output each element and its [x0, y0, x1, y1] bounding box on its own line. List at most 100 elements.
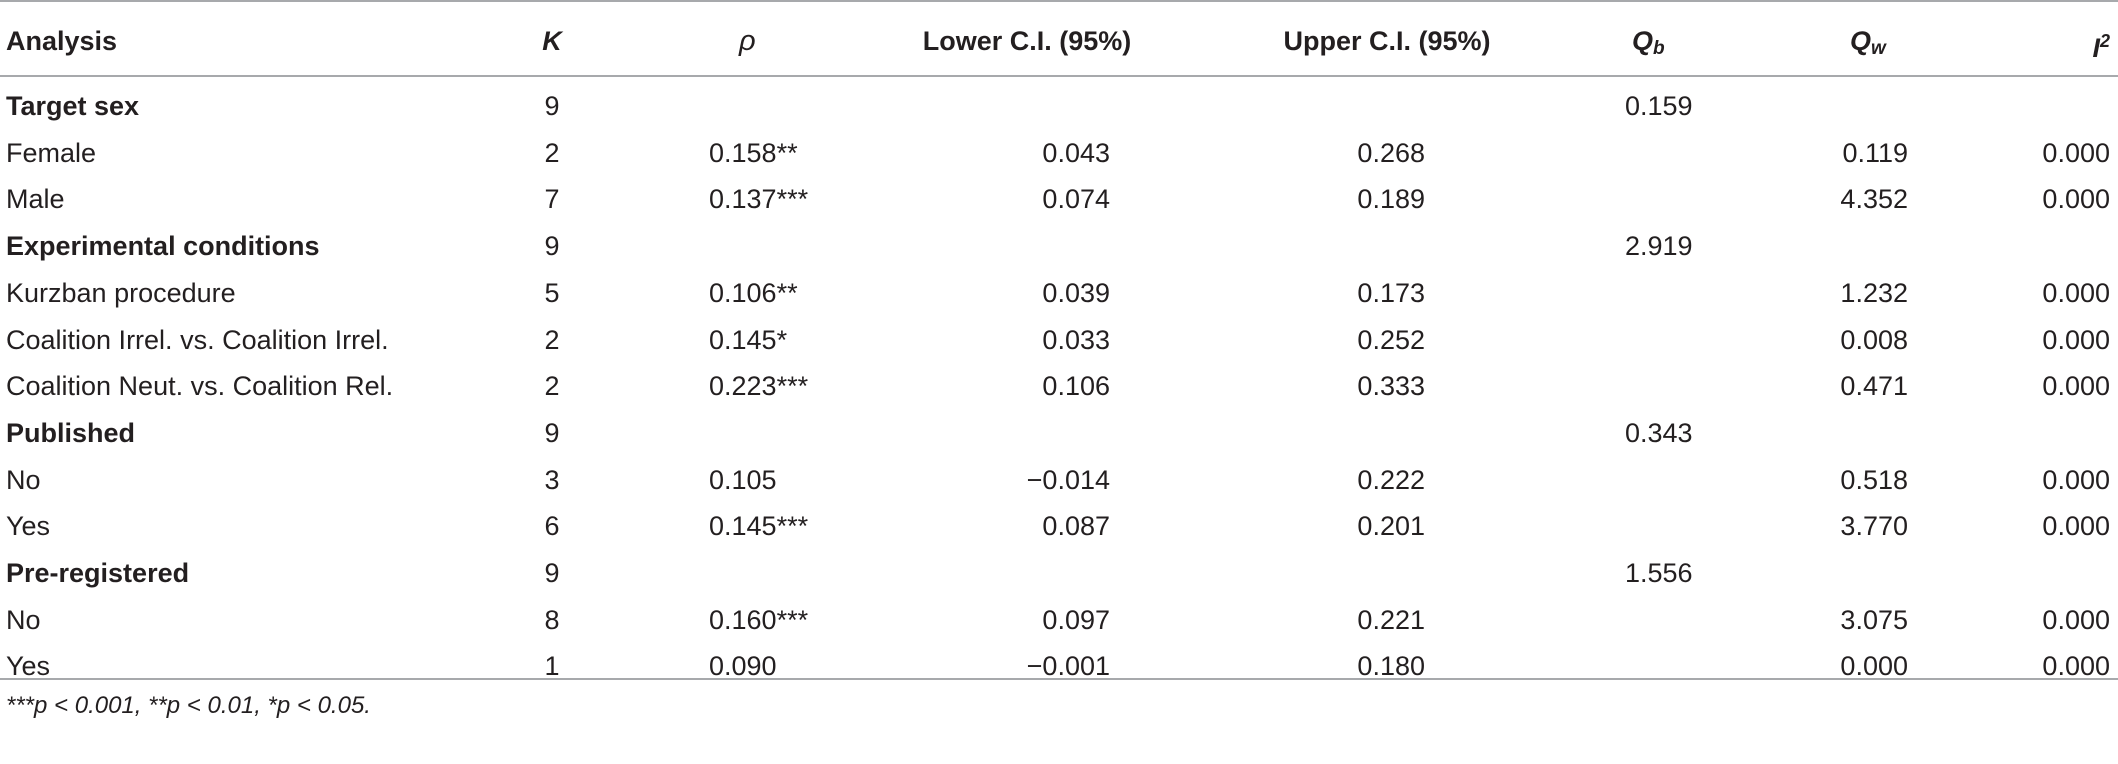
cell-rho: 0.137***	[709, 184, 809, 215]
cell-i2: 0.000	[2042, 511, 2110, 542]
header-qb-sub: b	[1653, 38, 1665, 59]
table-row: Female 2 0.158** 0.043 0.268 0.119 0.000	[0, 130, 2118, 177]
cell-k: 5	[544, 277, 560, 308]
header-i2: I2	[2050, 16, 2110, 73]
cell-i2: 0.000	[2042, 277, 2110, 308]
cell-k: 2	[544, 324, 560, 355]
cell-k: 2	[544, 137, 560, 168]
table-group-row: Pre-registered 9 1.556	[0, 550, 2118, 597]
cell-analysis: No	[6, 464, 41, 495]
table-header-rule	[0, 75, 2118, 77]
header-i2-main: I	[2092, 33, 2100, 63]
cell-qw: 0.518	[1840, 464, 1908, 495]
cell-qb: 0.343	[1625, 417, 1693, 448]
cell-qw: 1.232	[1840, 277, 1908, 308]
header-analysis: Analysis	[6, 26, 118, 56]
table-row: Yes 1 0.090 −0.001 0.180 0.000 0.000	[0, 643, 2118, 690]
cell-k: 9	[544, 231, 560, 262]
cell-rho: 0.145***	[709, 511, 809, 542]
cell-analysis: Coalition Neut. vs. Coalition Rel.	[6, 371, 394, 402]
cell-rho: 0.090	[709, 651, 777, 682]
header-qw-sub: w	[1871, 38, 1886, 59]
cell-k: 3	[544, 464, 560, 495]
cell-analysis: Target sex	[6, 91, 140, 121]
cell-analysis: Kurzban procedure	[6, 277, 236, 308]
cell-lower-ci: 0.043	[1042, 137, 1110, 168]
cell-i2: 0.000	[2042, 371, 2110, 402]
cell-analysis: Coalition Irrel. vs. Coalition Irrel.	[6, 324, 389, 355]
cell-analysis: Experimental conditions	[6, 231, 320, 262]
cell-i2: 0.000	[2042, 651, 2110, 682]
header-qb-main: Q	[1632, 26, 1654, 56]
cell-upper-ci: 0.189	[1357, 184, 1425, 215]
cell-k: 2	[544, 371, 560, 402]
cell-upper-ci: 0.221	[1357, 604, 1425, 635]
table-row: No 8 0.160*** 0.097 0.221 3.075 0.000	[0, 597, 2118, 644]
cell-analysis: Female	[6, 137, 97, 168]
cell-upper-ci: 0.173	[1357, 277, 1425, 308]
cell-qw: 4.352	[1840, 184, 1908, 215]
cell-qb: 2.919	[1625, 231, 1693, 262]
cell-analysis: Published	[6, 417, 136, 448]
cell-rho: 0.223***	[709, 371, 809, 402]
cell-upper-ci: 0.180	[1357, 651, 1425, 682]
cell-i2: 0.000	[2042, 324, 2110, 355]
cell-i2: 0.000	[2042, 184, 2110, 215]
cell-upper-ci: 0.268	[1357, 137, 1425, 168]
cell-analysis: Male	[6, 184, 65, 215]
cell-lower-ci: −0.014	[1026, 464, 1110, 495]
cell-rho: 0.106**	[709, 277, 798, 308]
cell-analysis: Pre-registered	[6, 558, 190, 588]
header-i2-sup: 2	[2099, 31, 2110, 51]
table-row: Yes 6 0.145*** 0.087 0.201 3.770 0.000	[0, 503, 2118, 550]
cell-k: 7	[544, 184, 560, 215]
cell-rho: 0.145*	[709, 324, 788, 355]
cell-lower-ci: 0.074	[1042, 184, 1110, 215]
cell-rho: 0.158**	[709, 137, 798, 168]
cell-analysis: No	[6, 604, 41, 635]
cell-lower-ci: 0.097	[1042, 604, 1110, 635]
cell-k: 8	[544, 604, 560, 635]
table-group-row: Target sex 9 0.159	[0, 83, 2118, 130]
cell-i2: 0.000	[2042, 137, 2110, 168]
table-group-row: Experimental conditions 9 2.919	[0, 223, 2118, 270]
cell-qw: 3.075	[1840, 604, 1908, 635]
cell-k: 1	[544, 651, 560, 682]
cell-analysis: Yes	[6, 651, 51, 682]
cell-lower-ci: 0.039	[1042, 277, 1110, 308]
table-row: No 3 0.105 −0.014 0.222 0.518 0.000	[0, 457, 2118, 504]
cell-qw: 0.471	[1840, 371, 1908, 402]
table-group-row: Published 9 0.343	[0, 410, 2118, 457]
header-qw-main: Q	[1850, 26, 1872, 56]
cell-lower-ci: 0.106	[1042, 371, 1110, 402]
cell-upper-ci: 0.333	[1357, 371, 1425, 402]
cell-upper-ci: 0.222	[1357, 464, 1425, 495]
cell-rho: 0.160***	[709, 604, 809, 635]
cell-rho: 0.105	[709, 464, 777, 495]
cell-k: 9	[544, 91, 560, 121]
table-header-row: Analysis K ρ Lower C.I. (95%) Upper C.I.…	[0, 16, 2118, 66]
cell-analysis: Yes	[6, 511, 51, 542]
table-row: Male 7 0.137*** 0.074 0.189 4.352 0.000	[0, 176, 2118, 223]
cell-i2: 0.000	[2042, 604, 2110, 635]
header-lower-ci: Lower C.I. (95%)	[922, 26, 1132, 56]
table-row: Kurzban procedure 5 0.106** 0.039 0.173 1.232…	[0, 270, 2118, 317]
cell-qb: 1.556	[1625, 558, 1693, 588]
cell-qw: 0.119	[1842, 137, 1908, 168]
cell-qw: 0.000	[1840, 651, 1908, 682]
cell-qb: 0.159	[1625, 91, 1693, 121]
table-bottom-rule	[0, 678, 2118, 680]
header-qw: Qw	[1850, 16, 1886, 74]
header-qb: Qb	[1632, 16, 1665, 74]
header-rho: ρ	[739, 25, 756, 57]
cell-k: 6	[544, 511, 560, 542]
cell-qw: 0.008	[1840, 324, 1908, 355]
header-upper-ci: Upper C.I. (95%)	[1283, 26, 1491, 56]
table-top-rule	[0, 0, 2118, 2]
cell-upper-ci: 0.252	[1357, 324, 1425, 355]
cell-k: 9	[544, 417, 560, 448]
cell-qw: 3.770	[1840, 511, 1908, 542]
cell-lower-ci: −0.001	[1026, 651, 1110, 682]
cell-upper-ci: 0.201	[1357, 511, 1425, 542]
table-row: Coalition Neut. vs. Coalition Rel. 2 0.223…	[0, 363, 2118, 410]
